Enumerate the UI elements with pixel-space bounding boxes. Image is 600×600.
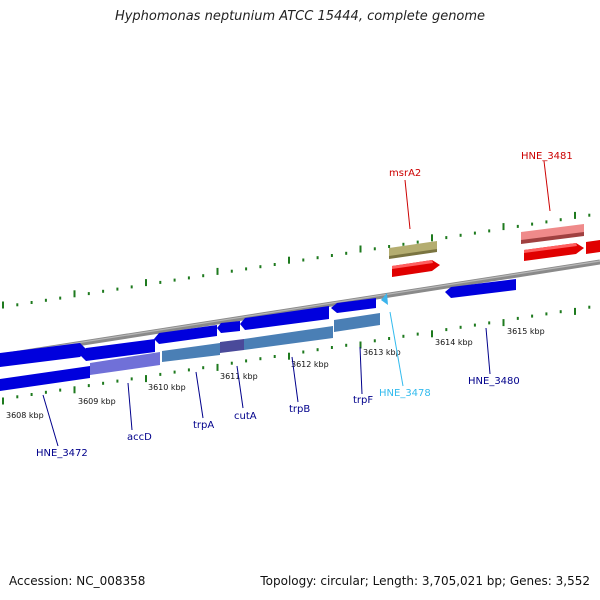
gene-label-trpF[interactable]: trpF xyxy=(353,395,373,406)
feature-HNE_3478-trna[interactable] xyxy=(381,293,388,305)
feature-accD-cds[interactable] xyxy=(80,339,155,361)
gene-cutA-bar[interactable] xyxy=(220,339,244,353)
feature-row-reverse xyxy=(0,279,516,367)
tick-row-forward xyxy=(2,211,591,309)
tick-label-3613: 3613 kbp xyxy=(363,348,401,357)
feature-trpA-cds[interactable] xyxy=(154,325,217,344)
gene-trpA-bar[interactable] xyxy=(162,343,220,362)
feature-trpB-cds[interactable] xyxy=(240,306,329,330)
gene-label-HNE_3472[interactable]: HNE_3472 xyxy=(36,448,88,459)
gene-label-HNE_3478[interactable]: HNE_3478 xyxy=(379,388,431,399)
tick-label-3609: 3609 kbp xyxy=(78,397,116,406)
gene-row-reverse xyxy=(0,313,380,391)
feature-next-cds[interactable] xyxy=(586,240,600,254)
gene-label-HNE_3481[interactable]: HNE_3481 xyxy=(521,151,573,162)
gene-label-trpB[interactable]: trpB xyxy=(289,404,310,415)
gene-accD-bar[interactable] xyxy=(90,352,160,375)
feature-cutA-cds[interactable] xyxy=(217,321,240,333)
gene-label-accD[interactable]: accD xyxy=(127,432,152,443)
tick-label-3615: 3615 kbp xyxy=(507,327,545,336)
feature-HNE_3481-cds[interactable] xyxy=(524,243,584,261)
accession-text: Accession: NC_008358 xyxy=(9,574,146,588)
topology-text: Topology: circular; Length: 3,705,021 bp… xyxy=(260,574,590,588)
feature-HNE_3472-cds[interactable] xyxy=(0,343,87,367)
feature-HNE_3480-cds[interactable] xyxy=(445,279,516,298)
tick-label-3612: 3612 kbp xyxy=(291,360,329,369)
feature-msrA2-rna[interactable] xyxy=(389,241,437,259)
feature-trpF-cds[interactable] xyxy=(331,298,376,313)
genome-backbone xyxy=(0,259,600,359)
tick-label-3610: 3610 kbp xyxy=(148,383,186,392)
map-title: Hyphomonas neptunium ATCC 15444, complet… xyxy=(114,9,486,24)
feature-msrA2-cds[interactable] xyxy=(392,260,440,277)
tick-row-reverse xyxy=(2,305,591,405)
feature-HNE_3481-rna[interactable] xyxy=(521,224,584,244)
gene-label-HNE_3480[interactable]: HNE_3480 xyxy=(468,376,520,387)
tick-label-3608: 3608 kbp xyxy=(6,411,44,420)
gene-HNE_3472-bar[interactable] xyxy=(0,366,90,391)
gene-label-trpA[interactable]: trpA xyxy=(193,420,214,431)
gene-label-cutA[interactable]: cutA xyxy=(234,411,257,422)
genome-backbone-highlight xyxy=(0,260,600,356)
gene-trpB-bar[interactable] xyxy=(244,326,333,350)
gene-label-msrA2[interactable]: msrA2 xyxy=(389,168,421,179)
gene-trpF-bar[interactable] xyxy=(334,313,380,332)
gene-labels: HNE_3472 accD trpA cutA trpB trpF HNE_34… xyxy=(36,151,573,459)
tick-label-3614: 3614 kbp xyxy=(435,338,473,347)
